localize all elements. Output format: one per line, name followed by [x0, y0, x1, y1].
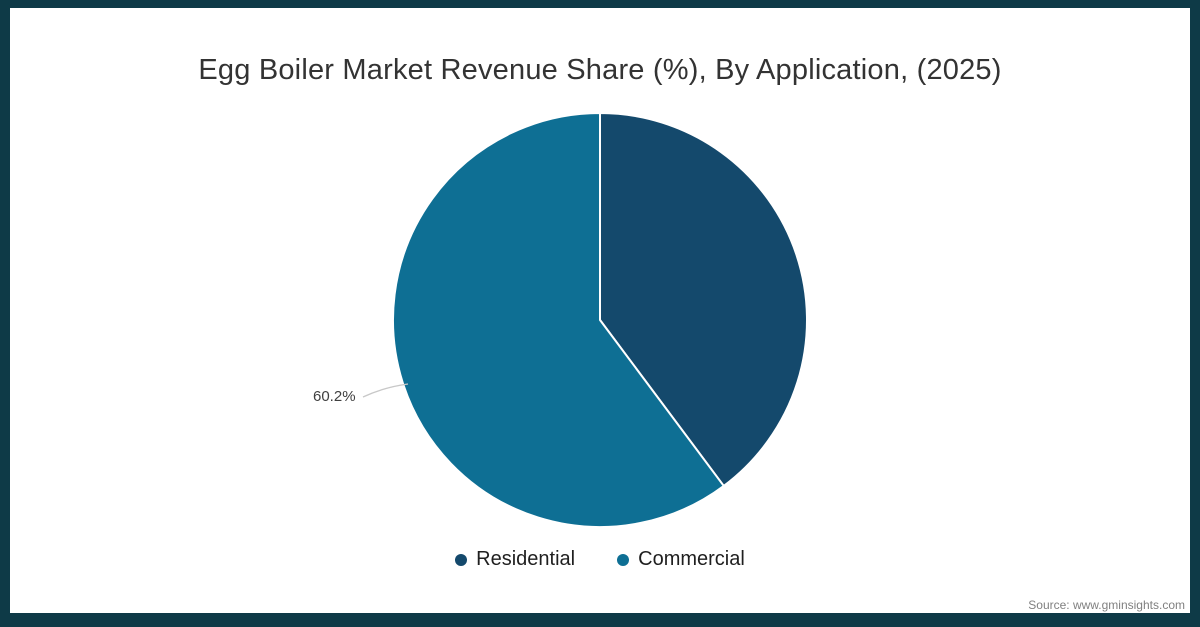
legend-item-residential: Residential [455, 548, 575, 571]
pie-chart [362, 112, 808, 528]
pie-slice-residential [599, 112, 808, 487]
slice-percentage-label: 60.2% [313, 388, 356, 405]
leader-line [362, 383, 409, 398]
chart-title: Egg Boiler Market Revenue Share (%), By … [198, 54, 1002, 86]
commercial-legend-dot-icon [617, 553, 630, 566]
legend-label-residential: Residential [476, 548, 576, 570]
legend-item-commercial: Commercial [617, 548, 745, 571]
legend: Residential Commercial [10, 548, 1190, 571]
legend-label-commercial: Commercial [638, 548, 745, 570]
residential-legend-dot-icon [455, 553, 468, 566]
pie-slices [392, 112, 808, 528]
source-attribution: Source: www.gminsights.com [1028, 598, 1185, 612]
